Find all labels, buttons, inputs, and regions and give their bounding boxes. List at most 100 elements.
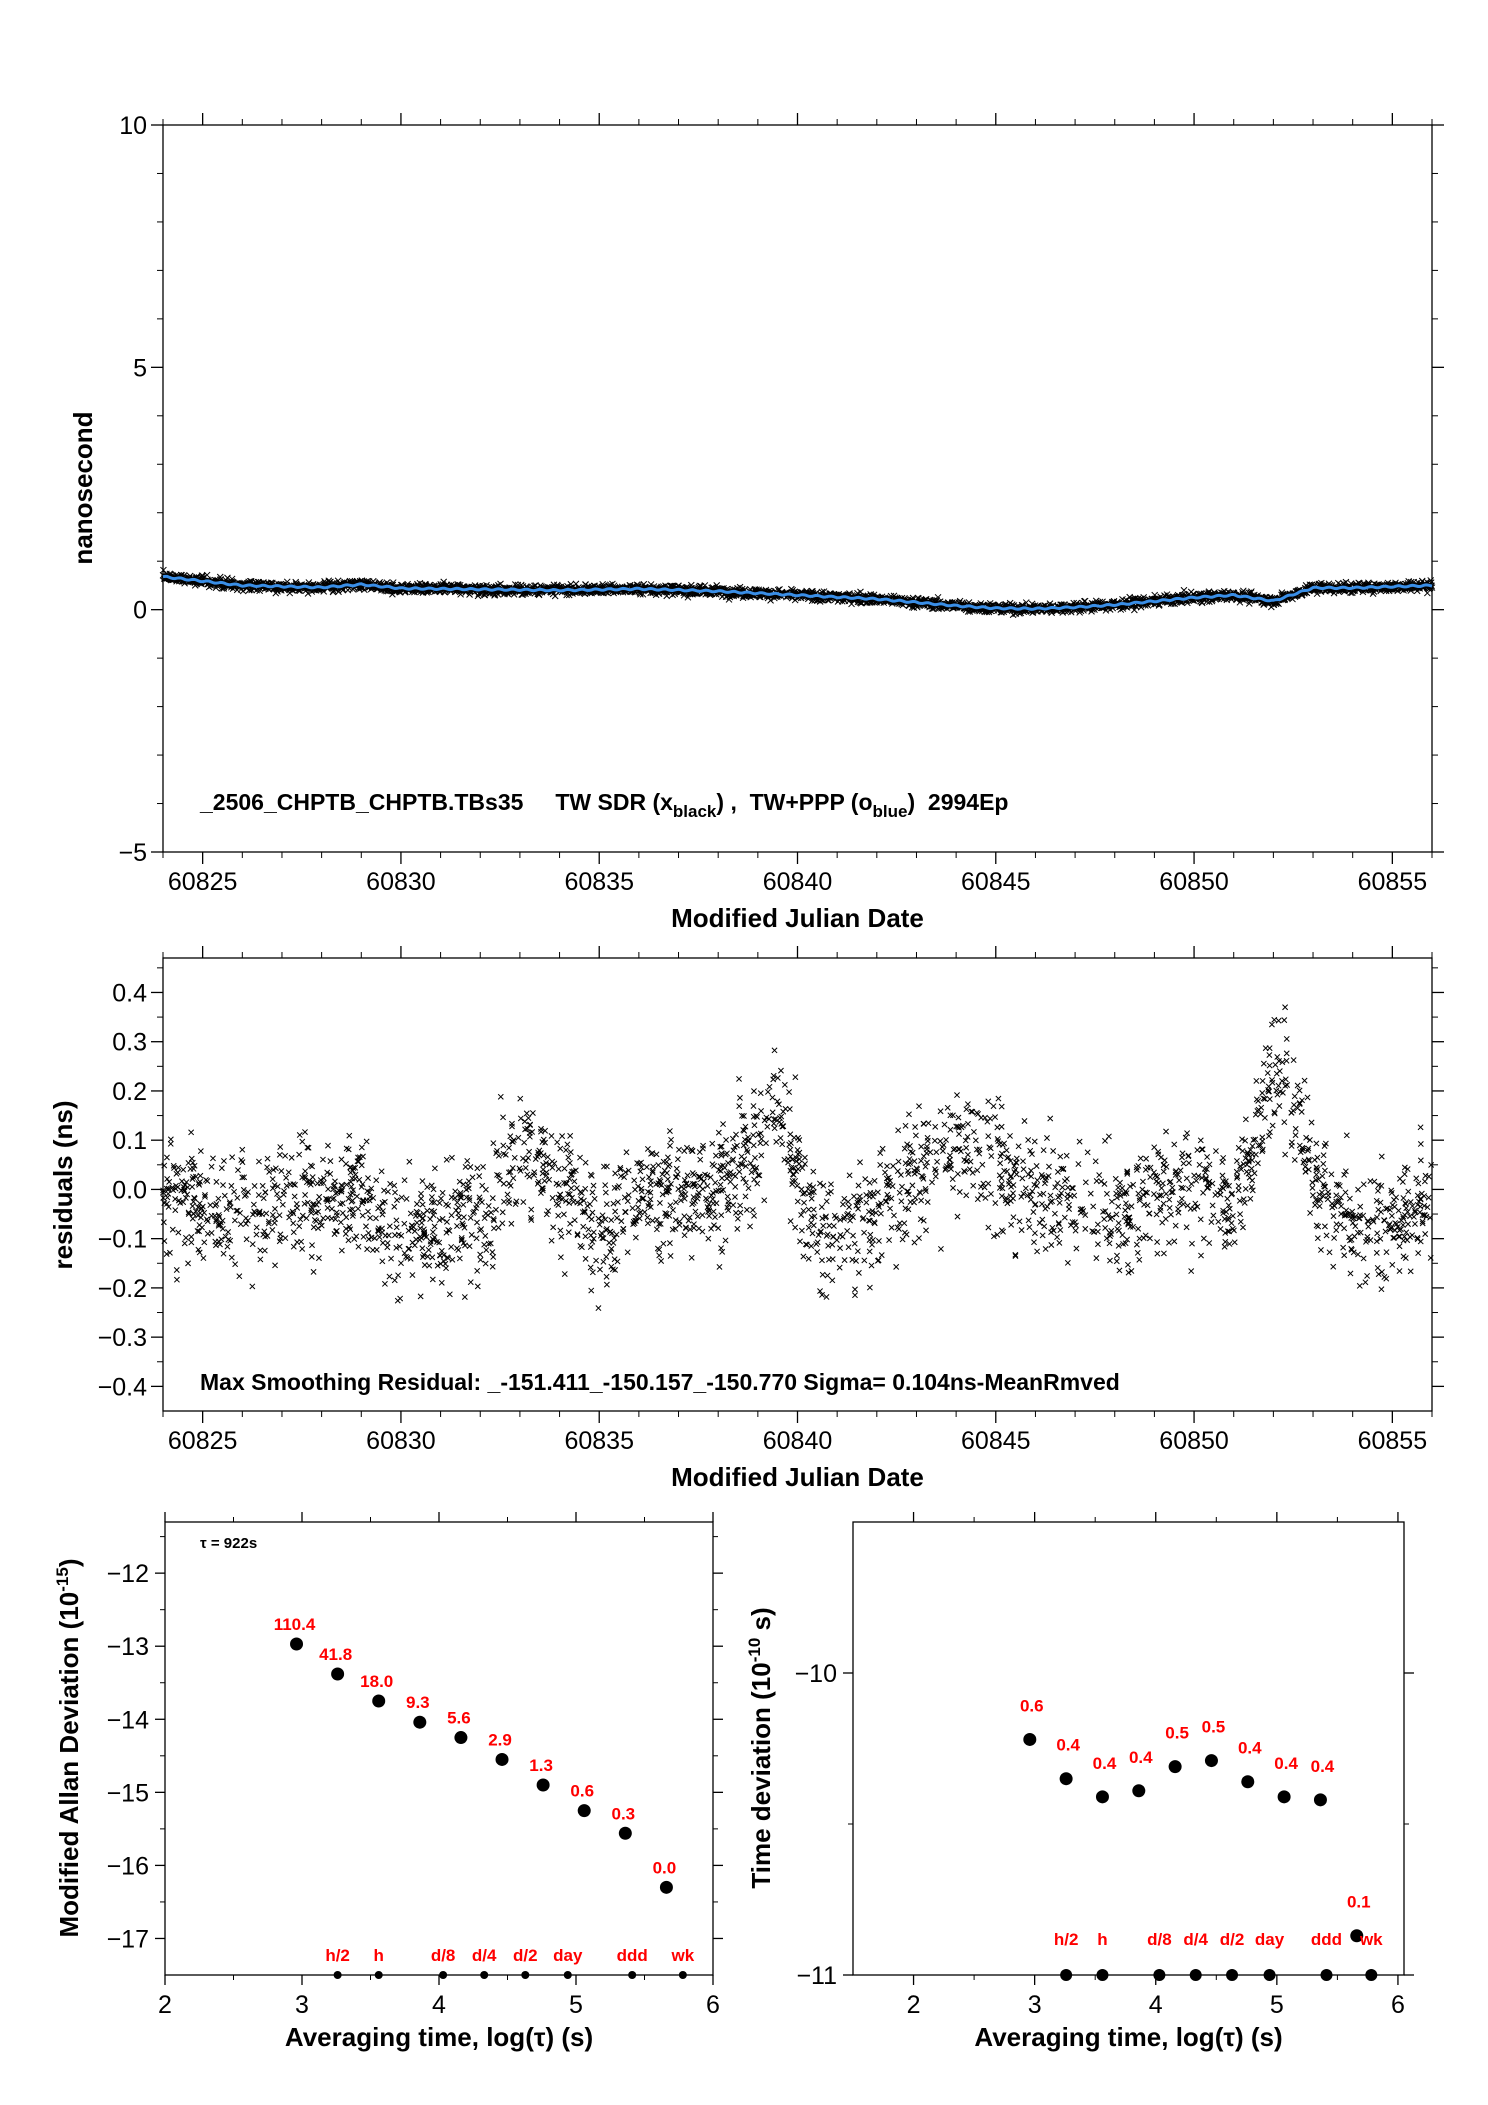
data-point (454, 1223, 460, 1229)
data-point (929, 1179, 935, 1186)
data-point (1143, 1155, 1150, 1162)
data-point (670, 1207, 676, 1214)
data-point (825, 1256, 832, 1263)
data-point (418, 1190, 424, 1197)
data-point (587, 1232, 594, 1239)
data-point (315, 1225, 322, 1232)
data-point (1276, 1103, 1283, 1109)
data-point (890, 1163, 897, 1169)
data-point (407, 1210, 414, 1217)
x-tick-label: 60845 (961, 1427, 1031, 1455)
data-point (854, 1248, 861, 1255)
data-point (844, 1228, 851, 1234)
data-point (1417, 1124, 1424, 1131)
data-point (408, 1222, 415, 1229)
data-point (792, 1224, 799, 1231)
data-point (1273, 1087, 1280, 1094)
data-point (1167, 1211, 1174, 1218)
data-point (1160, 1250, 1167, 1257)
x-tick-label: 60850 (1159, 1427, 1229, 1455)
data-point (769, 1109, 776, 1116)
data-point (1171, 1141, 1178, 1148)
data-point (911, 1199, 918, 1206)
data-point (868, 1262, 875, 1269)
data-point (1124, 1261, 1131, 1268)
data-point (1182, 1134, 1189, 1141)
data-point (998, 1175, 1005, 1182)
data-point (290, 1243, 297, 1250)
data-point (477, 1256, 484, 1263)
data-point (896, 1189, 903, 1196)
data-point (1183, 1224, 1190, 1231)
data-point (557, 1227, 564, 1234)
data-point (912, 1194, 919, 1201)
data-point (1133, 1241, 1140, 1248)
y-tick-label: −0.4 (98, 1373, 147, 1401)
data-point (1139, 1178, 1146, 1185)
chart-panel-1: 60825 60830 60835 60840 60845 60850 60855−5051… (68, 112, 1444, 933)
data-point (1087, 1190, 1094, 1197)
data-point (1357, 1203, 1364, 1210)
data-point (656, 1200, 663, 1206)
data-point (474, 1219, 480, 1226)
data-point (443, 1201, 450, 1208)
data-point (290, 1220, 297, 1227)
data-point (448, 1212, 455, 1219)
data-point (1199, 1146, 1206, 1153)
data-point (820, 1222, 827, 1229)
data-point (829, 1277, 836, 1284)
data-point (787, 1146, 794, 1153)
data-point (308, 1209, 315, 1216)
data-point (1374, 1187, 1381, 1194)
data-point (1300, 1159, 1307, 1166)
data-point (467, 1164, 474, 1170)
data-point (810, 1222, 817, 1229)
data-point (1154, 1239, 1161, 1245)
data-point (354, 1193, 360, 1200)
data-point (1219, 1172, 1226, 1179)
data-point (325, 1186, 332, 1193)
data-point (1179, 1150, 1186, 1157)
data-point (549, 1195, 556, 1201)
data-point (584, 1202, 591, 1209)
data-point (1106, 1240, 1113, 1247)
data-point (901, 1220, 908, 1227)
y-tick-label: −0.1 (98, 1226, 147, 1254)
data-point (212, 1242, 219, 1249)
data-point (557, 1254, 564, 1261)
data-point (388, 1255, 395, 1262)
data-point (1275, 1082, 1282, 1089)
data-point (946, 1156, 953, 1163)
data-point (810, 1206, 817, 1213)
data-point (372, 1215, 379, 1222)
data-point (909, 1149, 916, 1156)
data-point (877, 1161, 884, 1168)
data-point (1076, 1138, 1083, 1145)
data-point (493, 1206, 499, 1213)
data-point (1308, 1119, 1315, 1126)
data-point (1209, 1202, 1216, 1209)
data-point (722, 1237, 729, 1244)
data-point (944, 1104, 951, 1111)
data-point (1034, 1177, 1041, 1184)
data-point (1082, 1179, 1089, 1186)
data-point (829, 1241, 836, 1248)
data-point (566, 1160, 573, 1166)
data-point (279, 1201, 286, 1208)
data-point (1150, 1191, 1157, 1197)
data-point (997, 1160, 1004, 1167)
data-point (1375, 1206, 1382, 1213)
y-tick-label: 0.2 (112, 1078, 147, 1106)
data-point (906, 1111, 912, 1118)
data-point (933, 1149, 940, 1156)
data-point (299, 1245, 306, 1252)
data-point (1309, 1184, 1316, 1191)
data-point (916, 1103, 922, 1110)
data-point (464, 1157, 471, 1164)
data-point (635, 1204, 642, 1211)
data-point (1028, 1173, 1035, 1180)
data-point (950, 1184, 956, 1191)
data-point (1307, 1210, 1314, 1216)
data-point (379, 1211, 386, 1218)
data-point (509, 1120, 515, 1127)
